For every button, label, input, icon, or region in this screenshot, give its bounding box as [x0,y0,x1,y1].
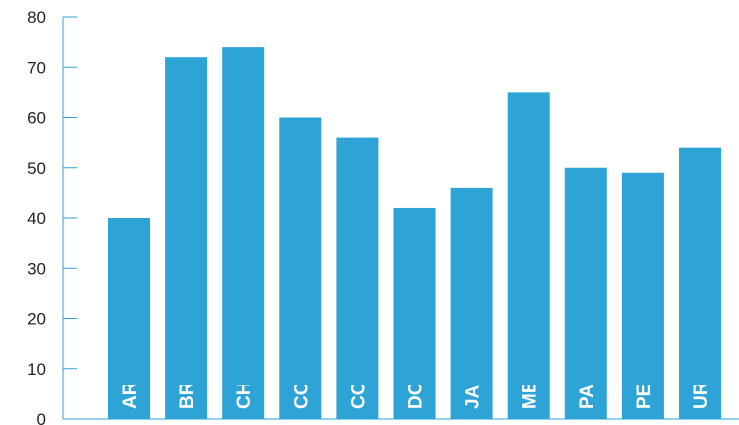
bar-labels: ARGENTINA | 40ARGENTINA | 40BRAZIL |72BR… [120,165,712,409]
y-tick-label: 30 [27,259,46,278]
bars [108,47,721,420]
bar [393,207,436,419]
bar-data-label: MEXICO |65 [520,302,541,409]
bar-data-label: COSTA RICA |56 [348,262,369,409]
bar [222,47,265,420]
bar-data-label: JAMAICA |46 [463,291,484,409]
y-tick-label: 70 [27,58,46,77]
bar-data-label: PANAMA |50 [577,296,598,409]
y-tick-label: 40 [27,209,46,228]
bar [279,117,322,419]
bar [564,167,607,419]
y-tick-label: 50 [27,159,46,178]
bar [108,218,150,419]
y-tick-label: 60 [27,109,46,128]
bar-data-label: COLOMBIA |60 [291,275,312,409]
bar [679,147,721,419]
y-tick-label: 10 [27,360,46,379]
bar-data-label: PERU |49 [634,324,655,409]
y-tick-label: 20 [27,310,46,329]
bar [336,137,379,419]
bar [621,172,664,419]
bar [165,57,208,419]
bar [450,187,493,419]
bar-data-label: URUGUAY |54 [691,283,712,409]
bar [507,92,550,419]
y-tick-label: 0 [37,410,46,425]
bar-data-label: BRAZIL |72 [177,308,198,409]
y-tick-label: 80 [27,8,46,27]
bar-data-label: ARGENTINA | 40 [120,260,141,409]
bar-data-label: DOMINICAN REPUBLIC |42 [406,165,427,409]
bar-data-label: CHILE |74 [234,320,255,409]
y-axis: 0 10 20 30 40 50 60 70 80 [27,8,77,425]
